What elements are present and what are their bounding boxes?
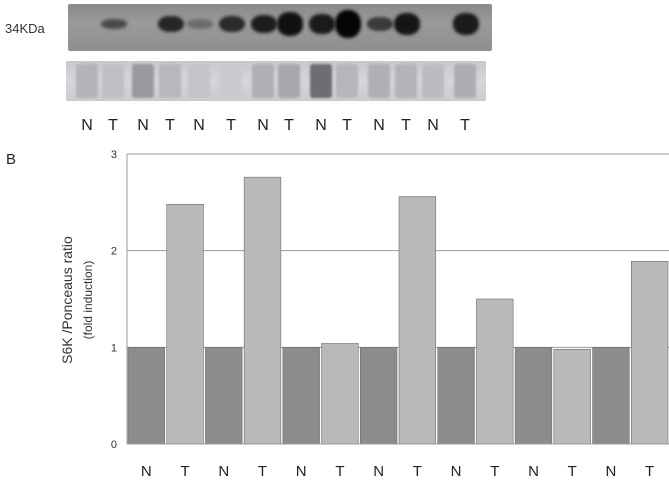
x-tick-label: T	[645, 463, 654, 480]
lane-label: N	[315, 117, 327, 134]
ponceau-band	[76, 64, 98, 98]
lane-label: N	[81, 117, 93, 134]
blot-band	[187, 19, 213, 29]
blot-band	[453, 13, 479, 35]
lane-label: N	[257, 117, 269, 134]
x-tick-label: T	[335, 463, 344, 480]
bar-tumor	[630, 260, 669, 445]
x-tick-label: N	[218, 463, 229, 480]
chart-gridlines	[127, 153, 669, 348]
ponceau-band	[278, 64, 300, 98]
x-tick-label: N	[141, 463, 152, 480]
bar-tumor	[166, 203, 204, 445]
chart-axes	[126, 154, 669, 445]
ponceau-band	[336, 64, 358, 98]
y-tick-label: 0	[111, 439, 117, 451]
lane-label: N	[427, 117, 439, 134]
s6k-blot-image	[68, 4, 492, 51]
x-tick-label: T	[180, 463, 189, 480]
lane-label: T	[165, 117, 175, 134]
ponceau-band	[395, 64, 417, 98]
ponceau-band	[188, 64, 210, 98]
ponceau-stain-image	[66, 61, 486, 101]
lane-label: N	[137, 117, 149, 134]
x-tick-label: N	[373, 463, 384, 480]
x-tick-label: N	[296, 463, 307, 480]
lane-label: N	[193, 117, 205, 134]
blot-band	[335, 10, 361, 38]
bar-normal	[592, 347, 630, 445]
molecular-weight-marker-label: 34KDa	[5, 21, 45, 36]
ponceau-band	[454, 64, 476, 98]
lane-label: T	[460, 117, 470, 134]
bar-normal	[282, 347, 320, 445]
ponceau-band	[102, 64, 124, 98]
ponceau-band	[220, 64, 242, 98]
bar-normal	[437, 347, 475, 445]
y-tick-label: 1	[111, 342, 117, 354]
x-tick-label: T	[568, 463, 577, 480]
bar-tumor	[243, 176, 282, 445]
panel-b-label: B	[6, 151, 17, 168]
blot-band	[367, 17, 393, 31]
lane-label: T	[342, 117, 352, 134]
ponceau-band	[252, 64, 274, 98]
y-tick-labels: 0 1 2 3	[111, 149, 117, 451]
ponceau-band	[132, 64, 154, 98]
y-axis-label: S6K /Ponceaus ratio	[59, 236, 75, 364]
bar-normal	[127, 347, 166, 445]
blot-band	[158, 16, 184, 32]
bar-normal	[359, 347, 398, 445]
bar-tumor	[321, 343, 359, 445]
ponceau-band	[368, 64, 390, 98]
x-tick-label: N	[606, 463, 617, 480]
ponceau-band	[159, 64, 181, 98]
bar-tumor	[476, 298, 514, 445]
chart-bars	[127, 176, 669, 445]
lane-label: N	[373, 117, 385, 134]
x-tick-label: T	[490, 463, 499, 480]
lane-label: T	[284, 117, 294, 134]
y-axis-sublabel: (fold induction)	[81, 261, 95, 340]
lane-label: T	[108, 117, 118, 134]
y-tick-label: 3	[111, 149, 117, 161]
ponceau-band	[310, 64, 332, 98]
blot-band	[251, 15, 277, 33]
blot-band	[101, 19, 127, 29]
blot-band	[277, 12, 303, 36]
x-tick-label: T	[413, 463, 422, 480]
ponceau-band	[422, 64, 444, 98]
blot-band	[394, 13, 420, 35]
x-tick-label: N	[451, 463, 462, 480]
bar-tumor	[553, 348, 591, 445]
x-tick-label: T	[258, 463, 267, 480]
bar-normal	[514, 347, 553, 445]
lane-label: T	[401, 117, 411, 134]
blot-band	[219, 16, 245, 32]
bar-tumor	[398, 196, 437, 445]
y-tick-label: 2	[111, 246, 117, 258]
x-tick-label: N	[528, 463, 539, 480]
lane-label: T	[226, 117, 236, 134]
bar-normal	[205, 347, 243, 445]
blot-band	[309, 14, 335, 34]
